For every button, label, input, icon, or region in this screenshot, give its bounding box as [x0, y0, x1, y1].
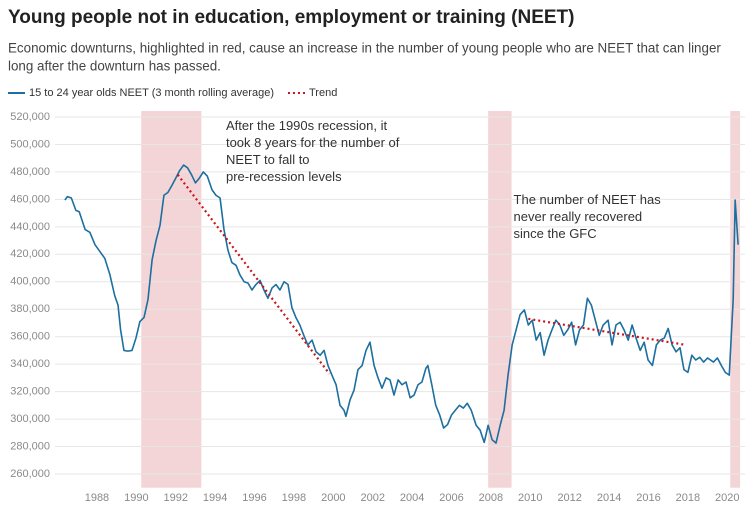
x-tick-label: 2020 [715, 492, 739, 504]
trend-line [528, 317, 687, 347]
x-tick-label: 2000 [321, 492, 345, 504]
recession-band [730, 111, 741, 488]
trend-line [176, 174, 331, 375]
legend-label: 15 to 24 year olds NEET (3 month rolling… [29, 87, 274, 99]
y-tick-label: 420,000 [10, 248, 50, 260]
x-tick-label: 2010 [518, 492, 542, 504]
y-tick-label: 260,000 [10, 468, 50, 480]
x-tick-label: 2004 [400, 492, 424, 504]
y-tick-label: 360,000 [10, 331, 50, 343]
annotation: never really recovered [514, 209, 643, 224]
y-tick-label: 280,000 [10, 440, 50, 452]
y-tick-label: 400,000 [10, 276, 50, 288]
chart-title: Young people not in education, employmen… [8, 7, 574, 28]
x-tick-label: 1988 [85, 492, 109, 504]
subtitle-line: long after the downturn has passed. [8, 59, 221, 74]
x-tick-label: 2018 [676, 492, 700, 504]
annotation: After the 1990s recession, it [226, 118, 388, 133]
series-line [64, 164, 739, 444]
x-tick-label: 2014 [597, 492, 621, 504]
x-tick-label: 2002 [360, 492, 384, 504]
y-tick-label: 380,000 [10, 303, 50, 315]
y-tick-label: 300,000 [10, 413, 50, 425]
x-tick-label: 2012 [557, 492, 581, 504]
x-tick-label: 2006 [439, 492, 463, 504]
y-tick-label: 440,000 [10, 221, 50, 233]
annotation: The number of NEET has [514, 192, 662, 207]
y-tick-label: 520,000 [10, 111, 50, 123]
annotation: NEET to fall to [226, 152, 310, 167]
y-tick-label: 480,000 [10, 166, 50, 178]
legend-label: Trend [309, 87, 337, 99]
x-tick-label: 1996 [242, 492, 266, 504]
x-tick-label: 1990 [124, 492, 148, 504]
annotation: since the GFC [514, 226, 597, 241]
x-tick-label: 1992 [164, 492, 188, 504]
y-tick-label: 340,000 [10, 358, 50, 370]
annotation: took 8 years for the number of [226, 135, 400, 150]
subtitle-line: Economic downturns, highlighted in red, … [8, 41, 721, 56]
x-tick-label: 1998 [282, 492, 306, 504]
recession-band [141, 111, 202, 488]
y-tick-label: 320,000 [10, 386, 50, 398]
x-tick-label: 2008 [479, 492, 503, 504]
x-tick-label: 2016 [636, 492, 660, 504]
annotation: pre-recession levels [226, 169, 342, 184]
y-tick-label: 460,000 [10, 193, 50, 205]
y-tick-label: 500,000 [10, 138, 50, 150]
x-tick-label: 1994 [203, 492, 227, 504]
recession-band [488, 111, 512, 488]
